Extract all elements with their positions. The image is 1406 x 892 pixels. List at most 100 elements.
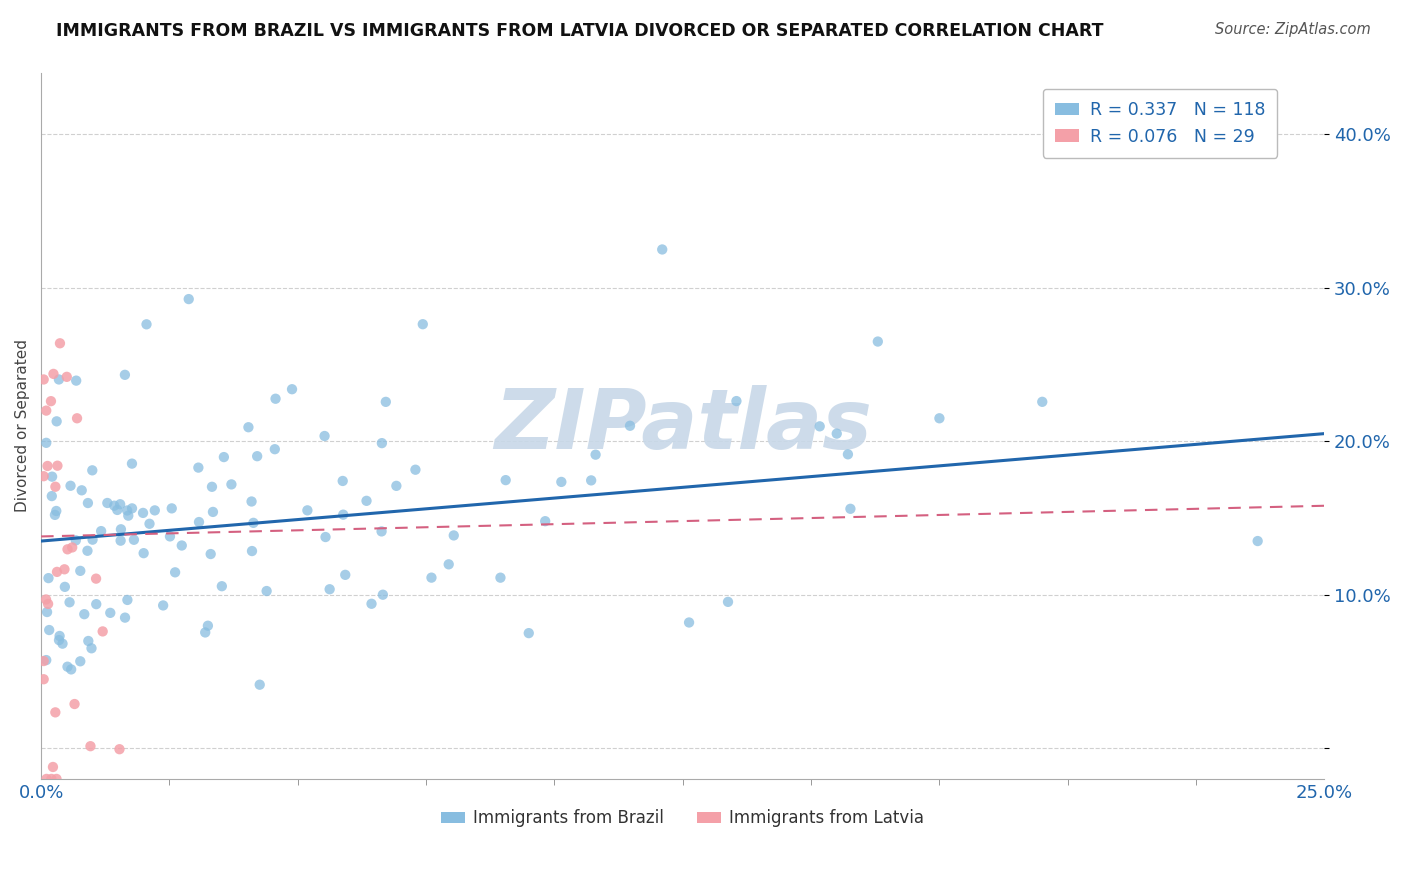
Point — [212, 450, 235, 464]
Point — [412, 317, 434, 331]
Point — [360, 597, 382, 611]
Point — [114, 610, 136, 624]
Point — [188, 515, 211, 529]
Point — [839, 501, 862, 516]
Point — [332, 474, 354, 488]
Point — [60, 662, 83, 676]
Point — [579, 474, 602, 488]
Point — [200, 547, 222, 561]
Point — [77, 634, 100, 648]
Point — [110, 522, 132, 536]
Point — [132, 506, 155, 520]
Point — [160, 501, 183, 516]
Point — [132, 546, 155, 560]
Point — [385, 479, 408, 493]
Text: IMMIGRANTS FROM BRAZIL VS IMMIGRANTS FROM LATVIA DIVORCED OR SEPARATED CORRELATI: IMMIGRANTS FROM BRAZIL VS IMMIGRANTS FRO… — [56, 22, 1104, 40]
Point — [159, 529, 181, 543]
Point — [48, 629, 70, 643]
Point — [44, 508, 66, 522]
Point — [41, 772, 63, 786]
Point — [82, 533, 104, 547]
Point — [37, 458, 59, 473]
Point — [420, 571, 443, 585]
Point — [318, 582, 340, 597]
Point — [135, 318, 157, 332]
Point — [56, 542, 79, 557]
Point — [152, 599, 174, 613]
Text: Source: ZipAtlas.com: Source: ZipAtlas.com — [1215, 22, 1371, 37]
Point — [370, 524, 392, 539]
Point — [837, 447, 859, 461]
Point — [46, 565, 69, 579]
Point — [44, 706, 66, 720]
Point — [211, 579, 233, 593]
Point — [117, 593, 139, 607]
Point — [90, 524, 112, 538]
Point — [39, 394, 62, 409]
Point — [73, 607, 96, 622]
Point — [58, 595, 80, 609]
Point — [45, 414, 67, 428]
Point — [550, 475, 572, 489]
Point — [105, 503, 128, 517]
Point — [66, 411, 89, 425]
Point — [314, 429, 336, 443]
Point — [117, 508, 139, 523]
Point — [197, 618, 219, 632]
Point — [143, 503, 166, 517]
Point — [48, 372, 70, 386]
Point — [59, 479, 82, 493]
Point — [246, 449, 269, 463]
Point — [808, 419, 831, 434]
Point — [242, 516, 264, 530]
Point — [297, 503, 319, 517]
Point — [35, 772, 58, 786]
Point — [65, 533, 87, 548]
Point — [356, 493, 378, 508]
Point — [443, 528, 465, 542]
Point — [48, 633, 70, 648]
Point — [678, 615, 700, 630]
Point — [315, 530, 337, 544]
Point — [928, 411, 950, 425]
Point — [725, 394, 748, 409]
Point — [35, 605, 58, 619]
Point — [332, 508, 354, 522]
Text: ZIPatlas: ZIPatlas — [494, 385, 872, 467]
Point — [80, 641, 103, 656]
Point — [98, 606, 121, 620]
Point — [240, 544, 263, 558]
Point — [256, 584, 278, 599]
Point — [177, 292, 200, 306]
Legend: Immigrants from Brazil, Immigrants from Latvia: Immigrants from Brazil, Immigrants from … — [434, 803, 931, 834]
Point — [35, 592, 58, 607]
Point — [249, 678, 271, 692]
Point — [51, 637, 73, 651]
Point — [110, 533, 132, 548]
Point — [32, 672, 55, 686]
Point — [170, 539, 193, 553]
Point — [32, 469, 55, 483]
Point — [534, 514, 557, 528]
Point — [77, 496, 100, 510]
Point — [41, 489, 63, 503]
Point — [91, 624, 114, 639]
Point — [82, 463, 104, 477]
Point — [103, 499, 125, 513]
Point — [69, 654, 91, 668]
Point — [866, 334, 889, 349]
Point — [35, 403, 58, 417]
Point — [121, 457, 143, 471]
Point — [187, 460, 209, 475]
Point — [53, 562, 76, 576]
Point — [335, 567, 357, 582]
Point — [53, 580, 76, 594]
Point — [121, 501, 143, 516]
Point — [221, 477, 243, 491]
Point — [651, 243, 673, 257]
Point — [96, 496, 118, 510]
Point — [517, 626, 540, 640]
Point — [1031, 394, 1053, 409]
Point — [585, 448, 607, 462]
Point — [122, 533, 145, 547]
